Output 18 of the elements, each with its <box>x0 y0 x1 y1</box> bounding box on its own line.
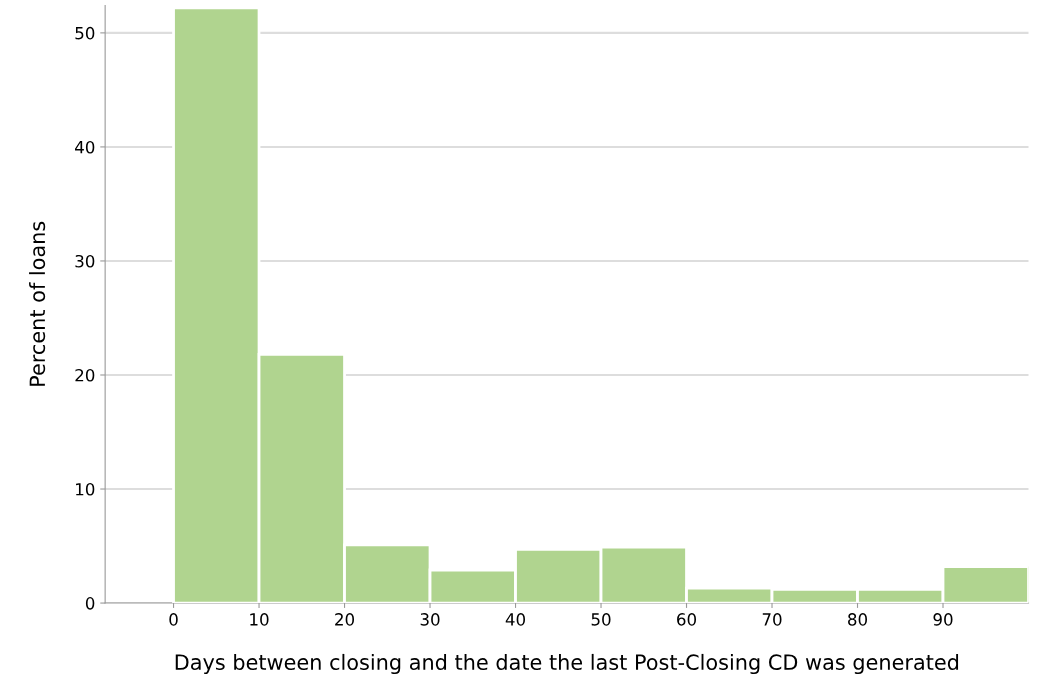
x-tick-label: 0 <box>169 613 178 626</box>
x-tick-label: 50 <box>591 613 611 626</box>
x-tick-label: 10 <box>250 613 269 626</box>
y-tick-label: 10 <box>76 482 95 496</box>
x-tick-label: 40 <box>505 613 526 626</box>
y-tick-label: 0 <box>85 597 95 610</box>
x-tick-label: 90 <box>933 613 953 626</box>
y-tick-label: 20 <box>75 368 95 382</box>
y-tick-label: 50 <box>75 26 95 40</box>
y-tick-label: 40 <box>75 140 95 154</box>
x-tick-label: 70 <box>762 613 782 626</box>
x-tick-label: 30 <box>420 613 440 626</box>
y-tick-label: 30 <box>75 254 95 268</box>
x-axis-title: Days between closing and the date the last Post-Closing CD was generated <box>175 653 959 675</box>
x-tick-label: 80 <box>848 613 868 626</box>
x-tick-label: 20 <box>335 613 355 626</box>
y-axis-title: Percent of loans <box>29 221 46 386</box>
x-tick-label: 60 <box>677 613 697 626</box>
